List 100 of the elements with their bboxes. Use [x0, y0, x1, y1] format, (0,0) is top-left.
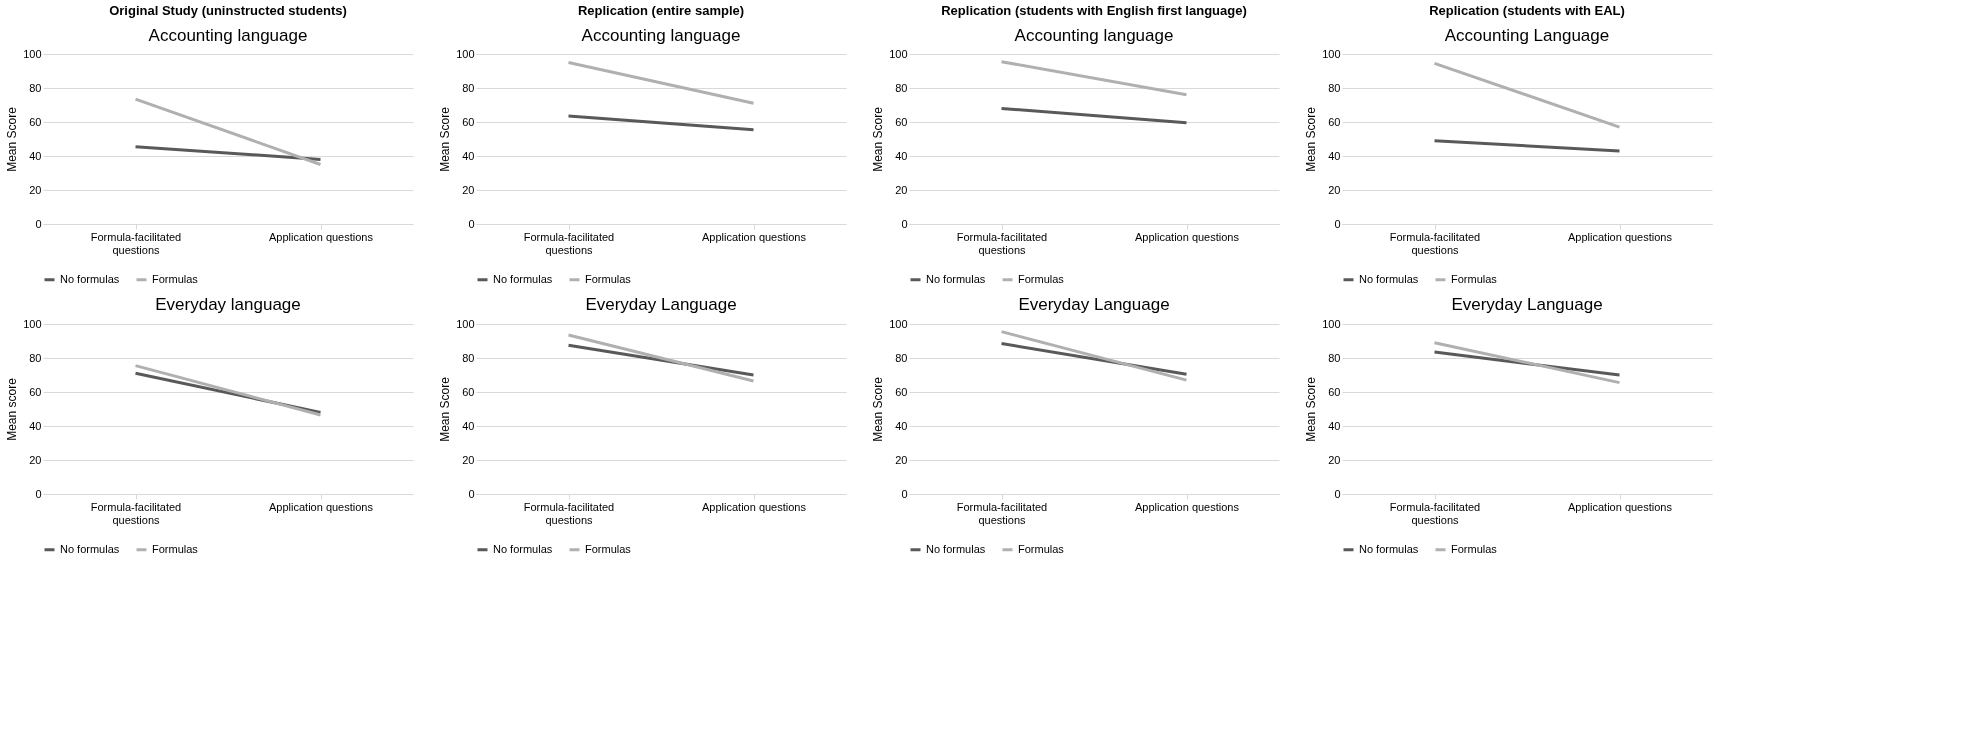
legend-label: Formulas — [1451, 272, 1498, 285]
x-tick-label: Formula-facilitated questions — [956, 230, 1048, 256]
y-tick-label: 40 — [895, 149, 908, 162]
x-tick-label: Formula-facilitated questions — [523, 500, 615, 526]
y-axis-title: Mean Score — [5, 106, 20, 172]
x-tick-label: Formula-facilitated questions — [1389, 230, 1481, 256]
legend-label: No formulas — [493, 272, 553, 285]
legend-label: Formulas — [1018, 542, 1065, 555]
y-tick-label: 80 — [462, 351, 475, 364]
legend-label: No formulas — [1359, 542, 1419, 555]
y-tick-label: 40 — [1328, 149, 1341, 162]
x-tick-label: Application questions — [702, 230, 807, 243]
y-tick-label: 0 — [35, 217, 42, 230]
y-tick-label: 100 — [456, 47, 475, 60]
legend-label: Formulas — [585, 542, 632, 555]
y-tick-label: 100 — [456, 317, 475, 330]
chart-subtitle: Accounting Language — [1444, 26, 1610, 45]
legend-label: Formulas — [152, 272, 199, 285]
y-tick-label: 20 — [1328, 183, 1341, 196]
y-tick-label: 40 — [29, 149, 42, 162]
y-tick-label: 80 — [895, 81, 908, 94]
chart-subtitle: Accounting language — [1014, 26, 1174, 45]
y-tick-label: 40 — [895, 419, 908, 432]
x-tick-label: Application questions — [1568, 230, 1673, 243]
y-tick-label: 80 — [895, 351, 908, 364]
y-tick-label: 60 — [462, 115, 475, 128]
x-tick-label: Application questions — [1135, 230, 1240, 243]
y-tick-label: 0 — [468, 217, 475, 230]
y-tick-label: 60 — [1328, 385, 1341, 398]
y-axis-title: Mean Score — [438, 376, 453, 442]
y-tick-label: 0 — [468, 487, 475, 500]
y-tick-label: 80 — [1328, 351, 1341, 364]
chart-title: Original Study (uninstructed students) — [109, 3, 347, 18]
chart-title: Everyday Language — [1451, 295, 1603, 314]
y-tick-label: 100 — [1322, 317, 1341, 330]
y-tick-label: 100 — [23, 47, 42, 60]
y-tick-label: 20 — [462, 453, 475, 466]
chart-title: Replication (students with EAL) — [1429, 3, 1625, 18]
legend-label: No formulas — [1359, 272, 1419, 285]
y-tick-label: 40 — [29, 419, 42, 432]
y-axis-title: Mean Score — [1304, 376, 1319, 442]
chart-title: Everyday Language — [585, 295, 737, 314]
y-tick-label: 100 — [1322, 47, 1341, 60]
chart-title: Replication (entire sample) — [577, 3, 745, 18]
legend-label: No formulas — [60, 542, 120, 555]
y-tick-label: 20 — [29, 183, 42, 196]
chart-title: Everyday Language — [1018, 295, 1170, 314]
y-tick-label: 100 — [889, 317, 908, 330]
y-tick-label: 20 — [29, 453, 42, 466]
y-tick-label: 20 — [462, 183, 475, 196]
chart-subtitle: Accounting language — [148, 26, 308, 45]
y-tick-label: 0 — [1334, 217, 1341, 230]
x-tick-label: Formula-facilitated questions — [90, 230, 182, 256]
y-tick-label: 100 — [23, 317, 42, 330]
y-tick-label: 20 — [1328, 453, 1341, 466]
chart-title: Replication (students with English first language) — [941, 3, 1247, 18]
y-tick-label: 80 — [29, 81, 42, 94]
x-tick-label: Application questions — [269, 230, 374, 243]
legend-label: Formulas — [152, 542, 199, 555]
y-tick-label: 60 — [1328, 115, 1341, 128]
legend-label: Formulas — [585, 272, 632, 285]
chart-title: Everyday language — [155, 295, 301, 314]
y-tick-label: 0 — [35, 487, 42, 500]
y-tick-label: 20 — [895, 183, 908, 196]
y-tick-label: 0 — [1334, 487, 1341, 500]
legend-label: No formulas — [926, 542, 986, 555]
y-tick-label: 60 — [29, 115, 42, 128]
y-axis-title: Mean Score — [871, 376, 886, 442]
x-tick-label: Formula-facilitated questions — [956, 500, 1048, 526]
y-tick-label: 40 — [462, 419, 475, 432]
y-tick-label: 80 — [29, 351, 42, 364]
x-tick-label: Application questions — [702, 500, 807, 513]
y-tick-label: 60 — [895, 385, 908, 398]
legend-label: No formulas — [926, 272, 986, 285]
y-tick-label: 60 — [29, 385, 42, 398]
legend-label: Formulas — [1451, 542, 1498, 555]
y-tick-label: 60 — [895, 115, 908, 128]
y-axis-title: Mean Score — [438, 106, 453, 172]
y-tick-label: 40 — [462, 149, 475, 162]
y-tick-label: 60 — [462, 385, 475, 398]
chart-subtitle: Accounting language — [581, 26, 741, 45]
legend-label: Formulas — [1018, 272, 1065, 285]
y-tick-label: 40 — [1328, 419, 1341, 432]
x-tick-label: Formula-facilitated questions — [90, 500, 182, 526]
legend-label: No formulas — [60, 272, 120, 285]
y-axis-title: Mean score — [5, 377, 20, 441]
y-tick-label: 20 — [895, 453, 908, 466]
legend-label: No formulas — [493, 542, 553, 555]
y-tick-label: 0 — [901, 217, 908, 230]
x-tick-label: Application questions — [1135, 500, 1240, 513]
y-axis-title: Mean Score — [871, 106, 886, 172]
y-tick-label: 80 — [462, 81, 475, 94]
y-tick-label: 100 — [889, 47, 908, 60]
y-tick-label: 0 — [901, 487, 908, 500]
y-axis-title: Mean Score — [1304, 106, 1319, 172]
x-tick-label: Formula-facilitated questions — [1389, 500, 1481, 526]
x-tick-label: Application questions — [1568, 500, 1673, 513]
x-tick-label: Application questions — [269, 500, 374, 513]
y-tick-label: 80 — [1328, 81, 1341, 94]
x-tick-label: Formula-facilitated questions — [523, 230, 615, 256]
